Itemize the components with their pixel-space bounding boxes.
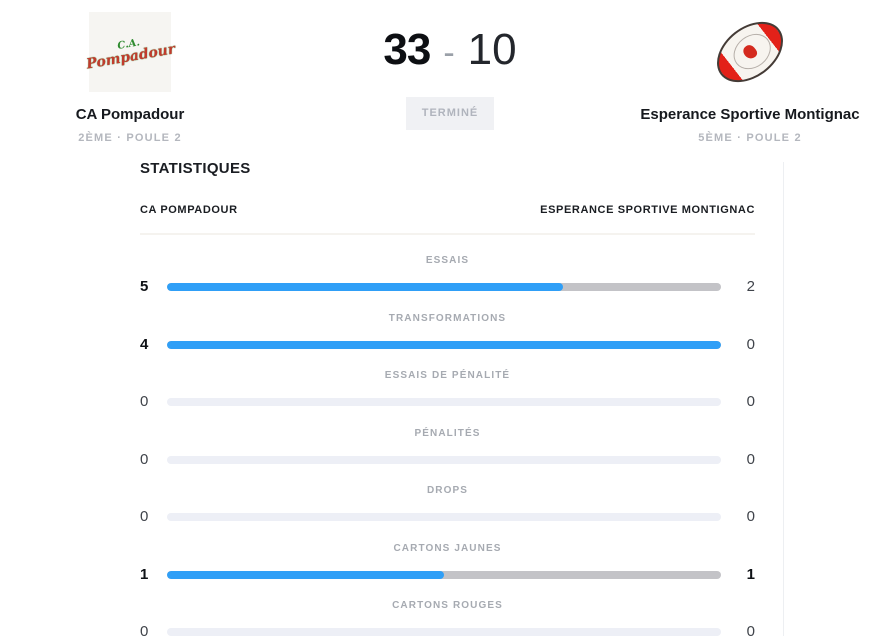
rugby-ball-icon [705, 9, 795, 95]
stat-row: DROPS 0 0 [140, 484, 755, 542]
stat-bar-line: 1 1 [140, 565, 755, 583]
home-team-logo-image: C.A. Pompadour [85, 12, 177, 92]
statistics-section: STATISTIQUES CA POMPADOUR ESPERANCE SPOR… [140, 160, 755, 636]
stat-home-value: 4 [140, 335, 149, 353]
away-team-rank: 5ÈME · POULE 2 [698, 132, 802, 144]
stat-bar-line: 4 0 [140, 335, 755, 353]
score-block: 33 - 10 TERMINÉ [310, 28, 590, 130]
away-score: 10 [467, 25, 517, 74]
stat-home-value: 0 [140, 393, 149, 410]
stat-bar-fill [167, 340, 721, 349]
stat-bar-line: 0 0 [140, 450, 755, 468]
away-team-logo[interactable] [620, 9, 880, 95]
stat-label: ESSAIS [425, 255, 470, 266]
stat-away-value: 0 [746, 393, 755, 410]
stat-row: CARTONS ROUGES 0 0 [140, 599, 755, 636]
stat-label: DROPS [426, 485, 469, 496]
stat-bar-line: 0 0 [140, 624, 755, 636]
stat-bar [167, 628, 721, 636]
stat-row: ESSAIS 5 2 [140, 254, 755, 312]
statistics-column-headers: CA POMPADOUR ESPERANCE SPORTIVE MONTIGNA… [140, 204, 755, 235]
stat-home-value: 0 [140, 508, 149, 525]
stat-home-value: 5 [140, 278, 149, 295]
stat-away-value: 0 [746, 623, 755, 636]
stat-row: TRANSFORMATIONS 4 0 [140, 312, 755, 370]
stats-rows: ESSAIS 5 2 TRANSFORMATIONS 4 0 ESSAIS DE… [140, 254, 755, 636]
stat-row: ESSAIS DE PÉNALITÉ 0 0 [140, 369, 755, 427]
away-team-name[interactable]: Esperance Sportive Montignac [640, 106, 860, 123]
stat-bar [167, 340, 721, 349]
stat-away-value: 0 [746, 335, 755, 353]
stat-bar [167, 513, 721, 521]
stat-label: CARTONS ROUGES [392, 600, 503, 611]
stat-away-value: 2 [746, 278, 755, 295]
score-separator: - [443, 34, 455, 72]
away-column-header: ESPERANCE SPORTIVE MONTIGNAC [540, 204, 755, 216]
stat-bar [167, 283, 721, 291]
statistics-title: STATISTIQUES [140, 160, 251, 177]
stat-label: PÉNALITÉS [414, 427, 481, 439]
stat-home-value: 0 [140, 450, 149, 468]
score-line: 33 - 10 [310, 28, 590, 75]
stat-row: PÉNALITÉS 0 0 [140, 427, 755, 485]
stat-label: CARTONS JAUNES [393, 542, 502, 554]
stat-row: CARTONS JAUNES 1 1 [140, 542, 755, 600]
stat-away-value: 1 [746, 565, 755, 583]
stat-label: TRANSFORMATIONS [388, 312, 507, 324]
stat-bar [167, 570, 721, 579]
stat-home-value: 1 [140, 565, 149, 583]
away-team-block[interactable]: Esperance Sportive Montignac 5ÈME · POUL… [620, 9, 880, 144]
stat-label: ESSAIS DE PÉNALITÉ [384, 370, 511, 381]
stat-away-value: 0 [746, 508, 755, 525]
stat-home-value: 0 [140, 623, 149, 636]
stat-bar-fill [167, 283, 563, 291]
panel-right-border [783, 162, 784, 636]
stat-away-value: 0 [746, 450, 755, 468]
stat-bar [167, 398, 721, 406]
match-status-badge: TERMINÉ [405, 97, 495, 130]
stat-bar-line: 5 2 [140, 279, 755, 295]
stat-bar [167, 455, 721, 464]
home-score: 33 [383, 25, 431, 74]
home-team-rank: 2ÈME · POULE 2 [78, 132, 182, 144]
home-column-header: CA POMPADOUR [140, 204, 238, 216]
stat-bar-line: 0 0 [140, 394, 755, 410]
home-team-logo[interactable]: C.A. Pompadour [30, 12, 230, 92]
stat-bar-line: 0 0 [140, 509, 755, 525]
home-team-block[interactable]: C.A. Pompadour CA Pompadour 2ÈME · POULE… [30, 12, 230, 144]
stat-bar-fill [167, 570, 444, 579]
home-team-name[interactable]: CA Pompadour [75, 106, 185, 123]
